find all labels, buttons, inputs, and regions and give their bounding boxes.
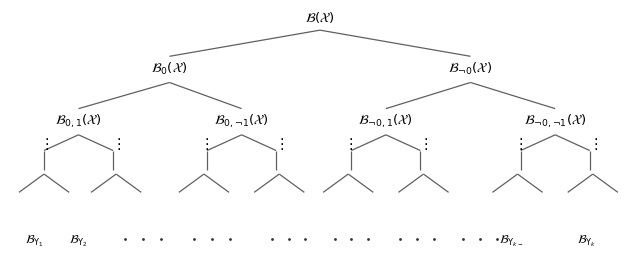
- Text: $\vdots$: $\vdots$: [199, 136, 209, 152]
- Text: $\mathcal{B}_{\Upsilon_{k-}}$: $\mathcal{B}_{\Upsilon_{k-}}$: [499, 233, 524, 249]
- Text: $\vdots$: $\vdots$: [588, 136, 598, 152]
- Text: $\mathcal{B}_{\neg 0,1}(\mathcal{X})$: $\mathcal{B}_{\neg 0,1}(\mathcal{X})$: [358, 113, 413, 130]
- Text: $\mathcal{B}_{\neg 0,\neg 1}(\mathcal{X})$: $\mathcal{B}_{\neg 0,\neg 1}(\mathcal{X}…: [524, 113, 586, 130]
- Text: $\vdots$: $\vdots$: [39, 136, 49, 152]
- Text: $\mathcal{B}_{\Upsilon_2}$: $\mathcal{B}_{\Upsilon_2}$: [69, 233, 88, 249]
- Text: $\vdots$: $\vdots$: [274, 136, 284, 152]
- Text: $\mathcal{B}_{\Upsilon_k}$: $\mathcal{B}_{\Upsilon_k}$: [577, 233, 596, 249]
- Text: $\vdots$: $\vdots$: [419, 136, 429, 152]
- Text: $\vdots$: $\vdots$: [111, 136, 121, 152]
- Text: $\vdots$: $\vdots$: [343, 136, 353, 152]
- Text: $\mathcal{B}_{\Upsilon_1}$: $\mathcal{B}_{\Upsilon_1}$: [25, 233, 44, 249]
- Text: $\mathcal{B}_{0,\neg 1}(\mathcal{X})$: $\mathcal{B}_{0,\neg 1}(\mathcal{X})$: [214, 113, 269, 130]
- Text: $\mathcal{B}_{0,1}(\mathcal{X})$: $\mathcal{B}_{0,1}(\mathcal{X})$: [55, 113, 102, 130]
- Text: $\mathcal{B}_{\neg 0}(\mathcal{X})$: $\mathcal{B}_{\neg 0}(\mathcal{X})$: [449, 61, 493, 77]
- Text: $\vdots$: $\vdots$: [513, 136, 523, 152]
- Text: $\mathcal{B}_0(\mathcal{X})$: $\mathcal{B}_0(\mathcal{X})$: [151, 61, 188, 77]
- Text: $\mathcal{B}(\mathcal{X})$: $\mathcal{B}(\mathcal{X})$: [305, 10, 335, 25]
